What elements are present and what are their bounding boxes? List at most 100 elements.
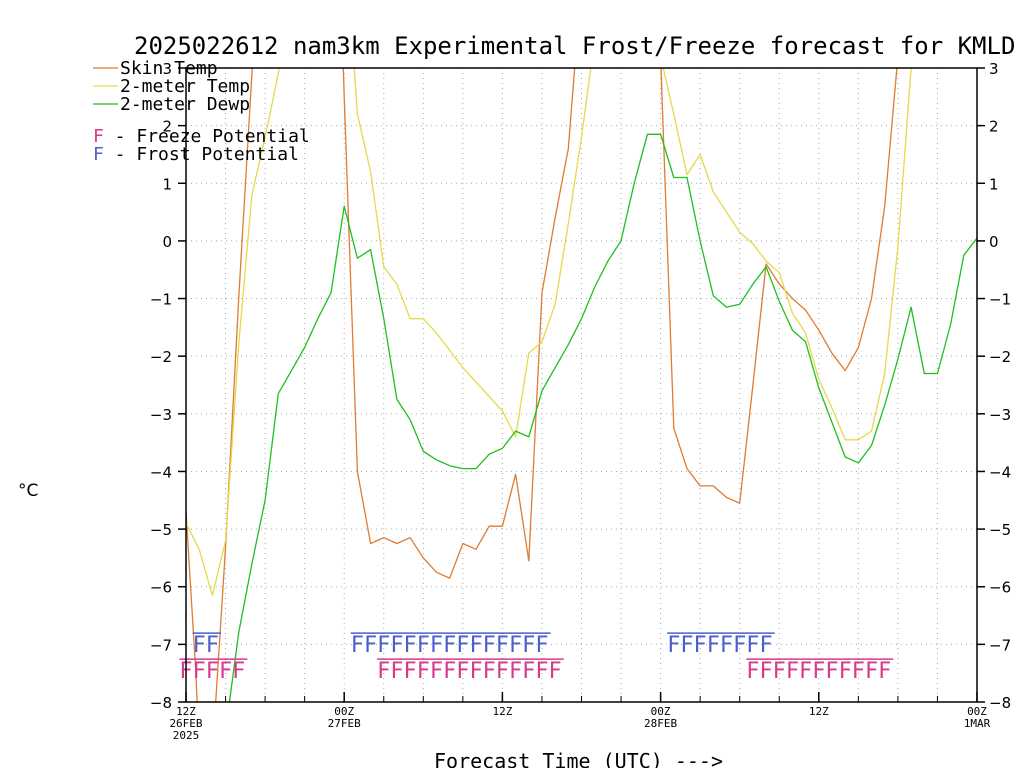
x-tick-label: 12Z: [176, 705, 196, 718]
x-tick-label: 27FEB: [328, 717, 361, 730]
frost-potential-marker: F: [535, 633, 548, 658]
y-tick-label-right: 2: [989, 118, 999, 136]
grid: [186, 68, 977, 702]
y-tick-label-right: 1: [989, 175, 999, 193]
frost-potential-marker: F: [509, 633, 522, 658]
frost-potential-marker: F: [483, 633, 496, 658]
freeze-potential-marker: F: [878, 659, 891, 684]
frost-potential-marker: F: [746, 633, 759, 658]
series-line-2-meter-temp: [186, 68, 912, 597]
legend-label-2-meter-dewp: 2-meter Dewp: [120, 94, 250, 115]
freeze-potential-marker: F: [193, 659, 206, 684]
x-tick-label: 28FEB: [644, 717, 677, 730]
freeze-potential-marker: F: [746, 659, 759, 684]
frost-potential-marker: F: [351, 633, 364, 658]
freeze-potential-marker: F: [404, 659, 417, 684]
frost-potential-marker: F: [733, 633, 746, 658]
freeze-potential-marker: F: [377, 659, 390, 684]
y-tick-label-left: −5: [150, 521, 172, 539]
frost-potential-marker: F: [720, 633, 733, 658]
y-tick-label-left: −1: [150, 291, 172, 309]
y-tick-label-left: 3: [162, 60, 172, 78]
frost-potential-marker: F: [417, 633, 430, 658]
freeze-potential-marker: F: [443, 659, 456, 684]
freeze-potential-marker: F: [390, 659, 403, 684]
freeze-potential-marker: F: [799, 659, 812, 684]
frost-potential-marker: F: [456, 633, 469, 658]
y-tick-label-left: 0: [162, 233, 172, 251]
frost-potential-marker: F: [390, 633, 403, 658]
frost-potential-marker: F: [364, 633, 377, 658]
freeze-potential-marker: F: [865, 659, 878, 684]
frost-potential-marker: F: [759, 633, 772, 658]
y-tick-label-right: −2: [989, 348, 1011, 366]
x-tick-label: 12Z: [809, 705, 829, 718]
freeze-potential-marker: F: [852, 659, 865, 684]
frost-potential-marker: F: [680, 633, 693, 658]
freeze-potential-marker: F: [759, 659, 772, 684]
freeze-potential-marker: F: [522, 659, 535, 684]
freeze-potential-marker: F: [456, 659, 469, 684]
y-tick-label-left: −8: [150, 694, 172, 712]
frost-potential-marker: F: [522, 633, 535, 658]
potential-layer: F F F F F F F F F F F F F F F F F F F F F F F F FF F F F F F F F F F F F F F F…: [179, 632, 894, 684]
x-tick-label: 00Z: [651, 705, 671, 718]
frost-potential-marker: F: [193, 633, 206, 658]
y-tick-label-left: −2: [150, 348, 172, 366]
freeze-potential-marker: F: [549, 659, 562, 684]
x-tick-label: 00Z: [967, 705, 987, 718]
frost-potential-marker: F: [404, 633, 417, 658]
y-tick-label-left: −3: [150, 406, 172, 424]
y-tick-label-right: −7: [989, 636, 1011, 654]
freeze-potential-marker: F: [496, 659, 509, 684]
frost-potential-marker: F: [377, 633, 390, 658]
freeze-potential-marker: F: [219, 659, 232, 684]
y-tick-label-right: −8: [989, 694, 1011, 712]
frost-potential-marker: F: [496, 633, 509, 658]
axis-layer: −8 −8 −7 −7 −6 −6 −5 −5 −4 −4 −3 −3 −2 −2 −1 −1 0 0 1 1 2 2 3 3…: [150, 60, 1011, 742]
freeze-potential-marker: F: [430, 659, 443, 684]
freeze-potential-marker: F: [417, 659, 430, 684]
frost-potential-marker: F: [206, 633, 219, 658]
x-tick-label: 00Z: [334, 705, 354, 718]
y-tick-label-right: −3: [989, 406, 1011, 424]
freeze-potential-marker: F: [483, 659, 496, 684]
legend-label-skin-temp: Skin Temp: [120, 58, 218, 79]
y-tick-label-left: 1: [162, 175, 172, 193]
legend-label-f-freeze-potential: F - Freeze Potential: [93, 126, 310, 147]
freeze-potential-marker: F: [206, 659, 219, 684]
frost-potential-marker: F: [443, 633, 456, 658]
frost-potential-marker: F: [430, 633, 443, 658]
y-tick-label-left: −4: [150, 463, 172, 481]
x-axis-label: Forecast Time (UTC) --->: [434, 749, 723, 768]
series-line-skin-temp: [186, 68, 898, 702]
y-tick-label-right: −5: [989, 521, 1011, 539]
y-tick-label-left: −6: [150, 579, 172, 597]
freeze-potential-marker: F: [812, 659, 825, 684]
freeze-potential-marker: F: [786, 659, 799, 684]
freeze-potential-marker: F: [535, 659, 548, 684]
y-tick-label-right: 0: [989, 233, 999, 251]
legend-label-f-frost-potential: F - Frost Potential: [93, 144, 299, 165]
x-tick-label: 1MAR: [964, 717, 991, 730]
freeze-potential-marker: F: [839, 659, 852, 684]
y-tick-label-left: 2: [162, 118, 172, 136]
series-layer: [186, 68, 977, 702]
freeze-potential-marker: F: [469, 659, 482, 684]
y-tick-label-right: 3: [989, 60, 999, 78]
freeze-potential-marker: F: [232, 659, 245, 684]
frost-potential-marker: F: [469, 633, 482, 658]
frost-potential-marker: F: [667, 633, 680, 658]
x-tick-label: 12Z: [492, 705, 512, 718]
y-axis-unit-label: °C: [18, 481, 38, 501]
x-tick-label: 2025: [173, 729, 200, 742]
frost-potential-marker: F: [707, 633, 720, 658]
y-tick-label-right: −1: [989, 291, 1011, 309]
frost-potential-marker: F: [694, 633, 707, 658]
y-tick-label-left: −7: [150, 636, 172, 654]
x-tick-label: 26FEB: [169, 717, 202, 730]
y-tick-label-right: −4: [989, 463, 1011, 481]
legend-label-2-meter-temp: 2-meter Temp: [120, 76, 250, 97]
